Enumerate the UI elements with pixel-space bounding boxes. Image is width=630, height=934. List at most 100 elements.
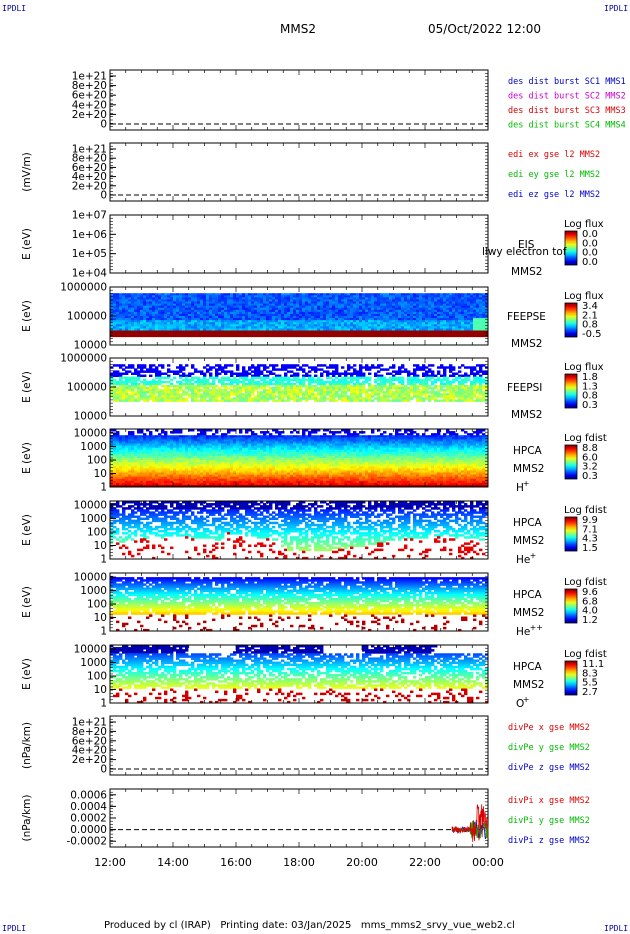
panel-feeps-i-pixel [296,380,300,384]
panel-feeps-e-pixel [155,328,159,331]
panel-feeps-e-pixel [161,328,165,331]
panel-feeps-e-pixel [155,293,159,296]
panel-feeps-e-pixel [425,322,429,325]
panel-feeps-e-pixel [422,320,426,323]
panel-feeps-e-pixel [416,328,420,331]
panel-feeps-e-pixel [113,326,117,329]
panel-feeps-e-pixel [413,309,417,313]
panel-feeps-e-spacecraft: MMS2 [511,338,542,350]
panel-feeps-e-pixel [113,301,117,304]
panel-feeps-i-pixel [251,399,255,402]
panel-feeps-e-pixel [251,320,255,323]
panel-feeps-e-pixel [296,316,300,319]
panel-feeps-e-pixel [245,307,249,311]
panel-feeps-e-pixel [182,322,186,325]
panel-feeps-e-pixel [224,328,228,331]
panel-feeps-e-pixel [413,293,417,296]
panel-feeps-e-pixel [368,311,372,315]
panel-feeps-e-pixel [386,301,390,304]
panel-feeps-e-pixel [311,334,315,338]
panel-feeps-i-pixel [317,368,321,371]
panel-feeps-e-pixel [179,311,183,315]
panel-feeps-e-pixel [353,295,357,298]
panel-feeps-e-pixel [377,301,381,304]
panel-feeps-e-pixel [440,316,444,319]
panel-feeps-e-pixel [284,303,288,307]
panel-feeps-e-pixel [407,322,411,325]
panel-feeps-e-pixel [344,309,348,313]
panel-feeps-i-pixel [416,368,420,371]
panel-feeps-e-pixel [365,320,369,323]
panel-feeps-e-pixel [389,330,393,333]
panel-feeps-e-pixel [449,313,453,317]
panel-feeps-e-pixel [110,293,114,296]
panel-feeps-e-pixel [287,322,291,325]
panel-feeps-e-pixel [251,318,255,321]
panel-feeps-e-pixel [338,316,342,319]
panel-feeps-e-pixel [353,318,357,321]
panel-feeps-e-pixel [380,297,384,300]
panel-feeps-e-pixel [185,328,189,331]
panel-feeps-e-pixel [401,334,405,338]
panel-feeps-i-pixel [338,389,342,392]
panel-feeps-e-pixel [182,303,186,307]
panel-feeps-e-pixel [356,299,360,302]
panel-feeps-e-pixel [446,301,450,304]
panel-feeps-i-pixel [146,370,150,373]
panel-edi-e-gse-legend-entry: edi ez gse l2 MMS2 [508,190,600,200]
panel-feeps-e-pixel [281,313,285,317]
panel-feeps-e-pixel [152,318,156,321]
panel-feeps-e-pixel [449,330,453,333]
panel-feeps-e-pixel [149,293,153,296]
panel-feeps-e-pixel [347,313,351,317]
panel-feeps-e-pixel [206,305,210,309]
panel-feeps-e-pixel [260,330,264,333]
panel-feeps-e-pixel [290,322,294,325]
panel-feeps-e-pixel [362,316,366,319]
panel-feeps-e-pixel [128,307,132,311]
panel-feeps-e-pixel [158,324,162,327]
panel-feeps-e-pixel [125,303,129,307]
panel-feeps-e-pixel [161,297,165,300]
panel-feeps-e-pixel [395,324,399,327]
panel-feeps-e-pixel [206,332,210,336]
panel-feeps-e-pixel [152,326,156,329]
panel-feeps-e-pixel [155,320,159,323]
panel-feeps-i-pixel [338,374,342,378]
panel-feeps-e-pixel [401,305,405,309]
panel-feeps-e-pixel [215,330,219,333]
panel-feeps-e-pixel [146,328,150,331]
panel-feeps-e-pixel [395,313,399,317]
panel-feeps-e-pixel [308,301,312,304]
panel-feeps-i-pixel [326,380,330,384]
panel-feeps-e-pixel [311,299,315,302]
panel-feeps-e-pixel [440,297,444,300]
panel-feeps-e-pixel [164,316,168,319]
panel-feeps-i-pixel [137,399,141,402]
panel-feeps-i-pixel [461,374,465,378]
panel-feeps-e-pixel [347,311,351,315]
panel-feeps-e-pixel [404,303,408,307]
panel-feeps-e-pixel [173,303,177,307]
panel-feeps-e-pixel [182,301,186,304]
panel-feeps-e-pixel [350,332,354,336]
panel-feeps-e-pixel [386,297,390,300]
panel-feeps-e-pixel [365,301,369,304]
panel-feeps-e-pixel [368,318,372,321]
panel-feeps-e-pixel [362,334,366,338]
panel-feeps-i-pixel [257,387,261,390]
panel-feeps-e-pixel [128,309,132,313]
panel-feeps-e-pixel [425,328,429,331]
panel-feeps-e-pixel [143,297,147,300]
panel-feeps-e-pixel [245,305,249,309]
panel-feeps-i-pixel [437,395,441,398]
panel-feeps-e-pixel [365,332,369,336]
panel-feeps-i-pixel [440,374,444,378]
panel-feeps-e-pixel [452,297,456,300]
panel-feeps-e-pixel [389,316,393,319]
panel-feeps-e-pixel [470,334,474,338]
panel-feeps-e-pixel [254,324,258,327]
panel-feeps-e-pixel [110,326,114,329]
panel-feeps-e-pixel [242,328,246,331]
panel-feeps-e-pixel [221,293,225,296]
